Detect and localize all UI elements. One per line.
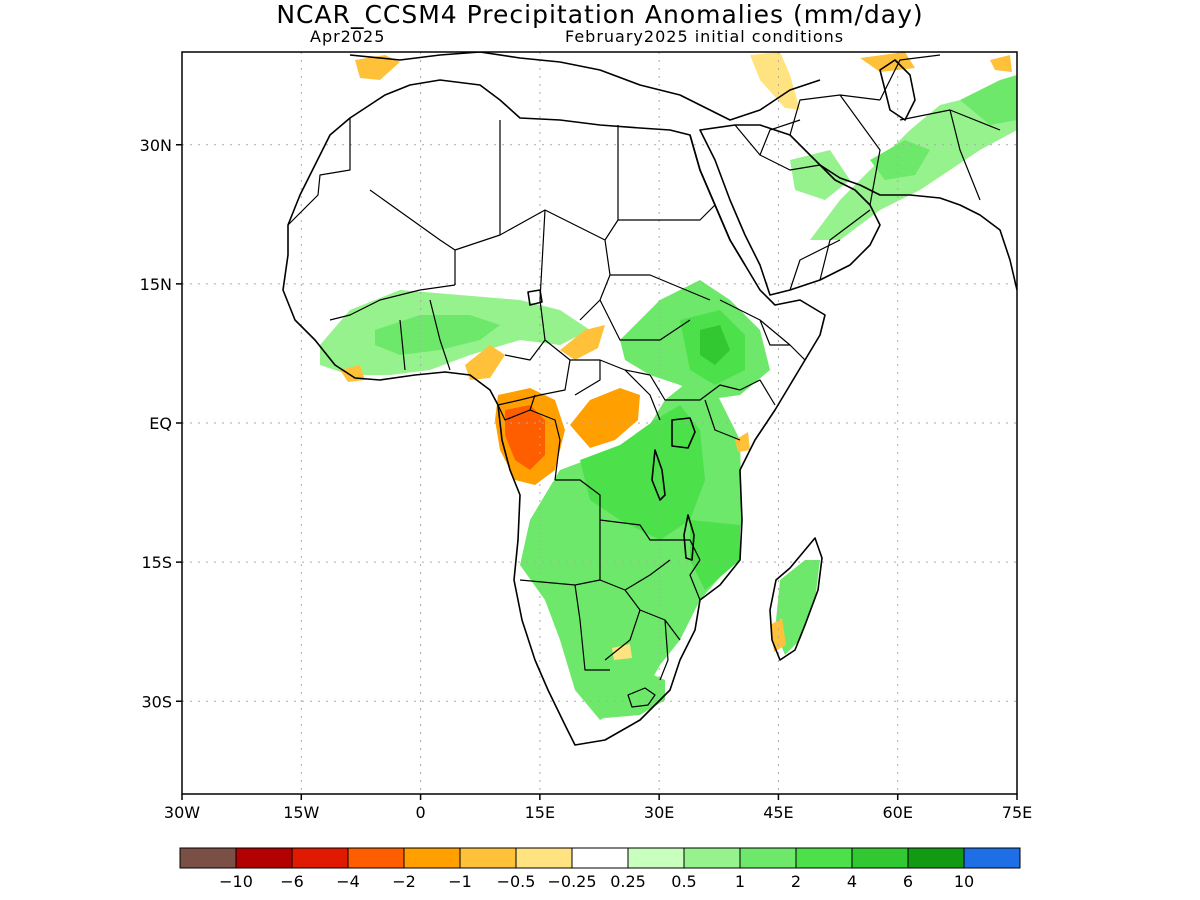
colorbar-label: −1 <box>448 872 472 891</box>
colorbar-label: −0.25 <box>547 872 596 891</box>
anomaly-shading <box>320 52 1017 720</box>
colorbar-swatch <box>739 847 797 869</box>
arabia-coastline <box>699 124 881 296</box>
map-area <box>182 52 1017 794</box>
lake-chad <box>527 289 543 306</box>
colorbar-swatch <box>347 847 405 869</box>
lon-tick-label: 15W <box>283 803 319 822</box>
colorbar-swatch <box>571 847 629 869</box>
anomaly-wet-south-moz <box>690 520 740 590</box>
lake-tanganyika <box>651 449 666 501</box>
colorbar-label: −6 <box>280 872 304 891</box>
lon-tick-label: 60E <box>882 803 912 822</box>
anomaly-dry-east-europe <box>990 55 1012 72</box>
colorbar-label: 0.25 <box>610 872 646 891</box>
lon-tick-label: 45E <box>763 803 793 822</box>
coastline-borders <box>282 52 1017 746</box>
lesotho-border <box>627 687 656 708</box>
lat-tick-label: EQ <box>149 414 172 433</box>
colorbar-swatch <box>291 847 349 869</box>
colorbar-swatch <box>851 847 909 869</box>
anomaly-wet-pakistan <box>960 75 1017 125</box>
anomaly-dry-congo <box>570 388 640 448</box>
caspian-sea-coast <box>879 59 916 121</box>
colorbar-swatch <box>403 847 461 869</box>
colorbar-label: −0.5 <box>497 872 536 891</box>
colorbar-swatch <box>235 847 293 869</box>
lon-tick-label: 0 <box>415 803 425 822</box>
lat-tick-label: 15N <box>140 275 172 294</box>
lat-tick-label: 15S <box>141 553 172 572</box>
lat-tick-label: 30N <box>140 136 172 155</box>
colorbar-swatch <box>963 847 1021 869</box>
anomaly-wet-madagascar <box>775 560 820 655</box>
colorbar-swatch <box>907 847 965 869</box>
anomaly-wet-west-africa-core <box>375 315 500 355</box>
anomaly-dry-kenya-coast <box>735 432 750 452</box>
anomaly-wet-iran-core <box>870 140 930 180</box>
anomaly-dry-car <box>560 325 605 360</box>
colorbar-swatch <box>795 847 853 869</box>
colorbar: −10 −6 −4 −2 −1 −0.5 −0.25 0.25 0.5 1 2 4 6 10 <box>179 847 1021 891</box>
colorbar-label: −10 <box>219 872 253 891</box>
colorbar-label: 0.5 <box>671 872 696 891</box>
colorbar-swatch <box>459 847 517 869</box>
colorbar-label: 10 <box>954 872 974 891</box>
colorbar-label: 6 <box>903 872 913 891</box>
anomaly-dry-caspian <box>860 52 915 72</box>
anomaly-dry-nigeria <box>465 345 505 380</box>
anomaly-dry-gabon-core <box>505 405 545 470</box>
lake-victoria <box>671 417 696 449</box>
anomaly-dry-zambia <box>612 644 632 660</box>
colorbar-label: 4 <box>847 872 857 891</box>
colorbar-label: −4 <box>336 872 360 891</box>
colorbar-swatch <box>515 847 573 869</box>
lat-tick-label: 30S <box>141 692 172 711</box>
anomaly-wet-ethiopia-dark <box>700 325 730 365</box>
lon-tick-label: 15E <box>525 803 555 822</box>
colorbar-label: 1 <box>735 872 745 891</box>
anomaly-wet-core-central <box>580 405 705 540</box>
lon-tick-label: 30W <box>164 803 200 822</box>
anomaly-dry-turkey <box>750 52 800 110</box>
anomaly-wet-saudi <box>790 150 850 200</box>
longitude-ticks: 30W 15W 0 15E 30E 45E 60E 75E <box>164 794 1032 822</box>
init-conditions-label: February2025 initial conditions <box>565 27 845 46</box>
colorbar-label: 2 <box>791 872 801 891</box>
madagascar-coastline <box>769 537 823 661</box>
mediterranean-north-coast <box>349 52 821 121</box>
lake-malawi <box>683 514 695 561</box>
country-borders <box>287 118 806 681</box>
red-sea-west <box>689 134 746 266</box>
middle-east-borders <box>734 54 1001 291</box>
latitude-ticks: 30N 15N EQ 15S 30S <box>140 136 182 711</box>
lon-tick-label: 75E <box>1002 803 1032 822</box>
colorbar-label: −2 <box>392 872 416 891</box>
africa-coastline <box>282 79 826 746</box>
colorbar-swatch <box>179 847 237 869</box>
colorbar-swatch <box>683 847 741 869</box>
anomaly-dry-morocco <box>355 55 400 80</box>
valid-month-label: Apr2025 <box>310 27 386 46</box>
colorbar-swatch <box>627 847 685 869</box>
map-title: NCAR_CCSM4 Precipitation Anomalies (mm/d… <box>276 0 924 29</box>
persian-gulf-coast <box>819 164 1017 291</box>
lon-tick-label: 30E <box>644 803 674 822</box>
